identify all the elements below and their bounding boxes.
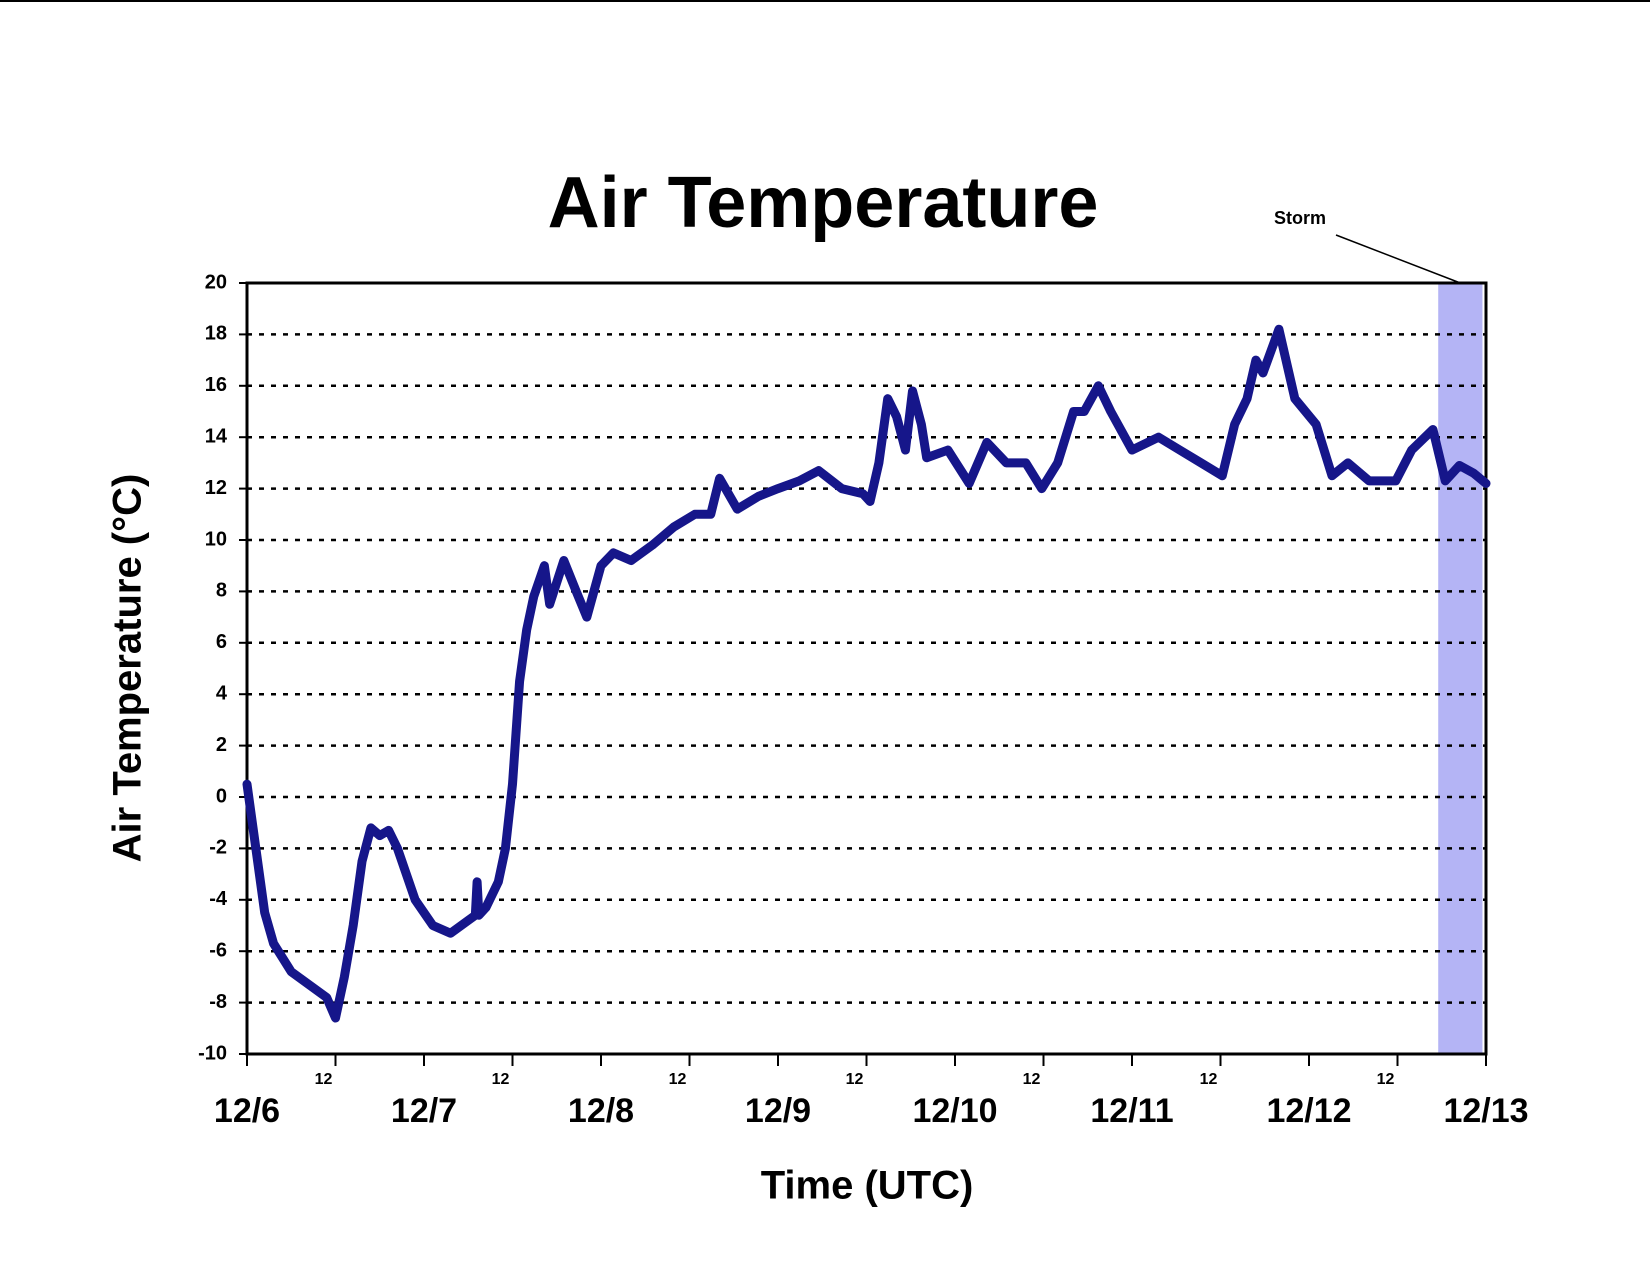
y-tick-label: -6: [209, 939, 227, 961]
x-tick-label: 12/7: [391, 1092, 457, 1130]
x-tick-label: 12/10: [912, 1092, 997, 1130]
x-minor-tick-label: 12: [1023, 1071, 1041, 1088]
y-tick-label: 6: [216, 631, 227, 653]
y-tick-label: 20: [205, 271, 227, 293]
x-minor-tick-label: 12: [1377, 1071, 1395, 1088]
x-minor-tick-label: 12: [492, 1071, 510, 1088]
y-tick-label: 4: [216, 682, 228, 704]
y-tick-label: -4: [209, 888, 228, 910]
x-tick-label: 12/9: [745, 1092, 811, 1130]
x-tick-label: 12/13: [1443, 1092, 1528, 1130]
x-minor-tick-label: 12: [1200, 1071, 1218, 1088]
storm-label: Storm: [1274, 208, 1326, 228]
temperature-line: [242, 324, 1491, 1023]
x-tick-label: 12/12: [1266, 1092, 1351, 1130]
y-tick-label: 8: [216, 580, 227, 602]
y-tick-label: 14: [205, 425, 228, 447]
y-axis-label: Air Temperature (°C): [106, 474, 150, 863]
y-tick-label: 10: [205, 528, 227, 550]
y-tick-label: -8: [209, 991, 227, 1013]
x-tick-label: 12/6: [214, 1092, 280, 1130]
storm-leader: [1335, 234, 1461, 284]
x-minor-tick-label: 12: [846, 1071, 864, 1088]
plot-frame: [245, 281, 1488, 1056]
y-tick-label: 16: [205, 374, 227, 396]
y-tick-label: -10: [198, 1042, 227, 1064]
y-tick-label: 0: [216, 785, 227, 807]
storm-band: [1438, 283, 1483, 1054]
x-axis-label: Time (UTC): [761, 1164, 974, 1208]
x-minor-tick-label: 12: [669, 1071, 687, 1088]
y-tick-label: 2: [216, 734, 227, 756]
x-minor-tick-label: 12: [315, 1071, 333, 1088]
x-tick-label: 12/8: [568, 1092, 634, 1130]
y-tick-label: 12: [205, 477, 227, 499]
y-tick-label: 18: [205, 323, 227, 345]
x-tick-label: 12/11: [1090, 1092, 1173, 1130]
chart-title: Air Temperature: [548, 163, 1099, 243]
y-tick-label: -2: [209, 837, 227, 859]
